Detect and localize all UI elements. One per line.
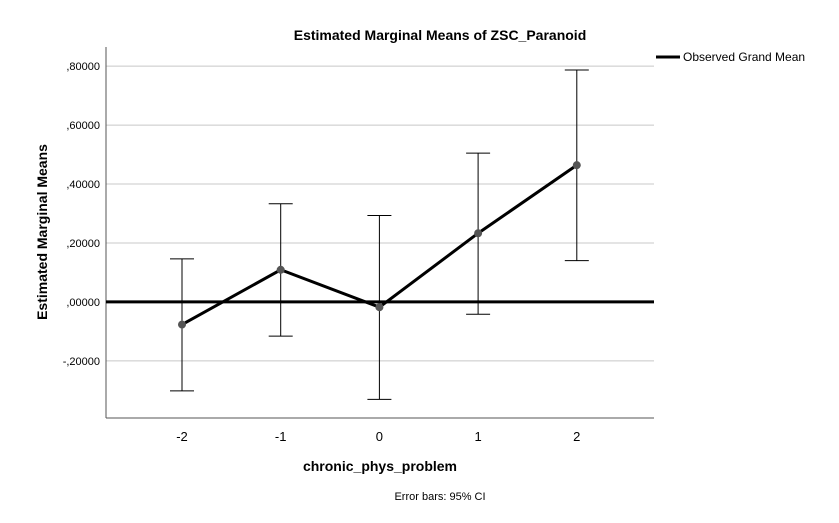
series-line-group [178, 161, 581, 329]
footnote: Error bars: 95% CI [394, 491, 485, 503]
data-point [375, 303, 384, 312]
error-bars [170, 69, 589, 400]
gridlines [106, 65, 654, 362]
data-point [572, 161, 581, 170]
y-tick-label: -,20000 [63, 356, 100, 368]
x-tick-label: -1 [275, 429, 287, 444]
y-tick-label: ,00000 [66, 297, 100, 309]
y-tick-label: ,40000 [66, 179, 100, 191]
x-tick-label: 1 [474, 429, 481, 444]
legend-label: Observed Grand Mean [683, 50, 805, 64]
x-tick-labels: -2 -1 0 1 2 [176, 429, 580, 444]
data-point [474, 229, 483, 238]
y-tick-label: ,20000 [66, 238, 100, 250]
chart-title: Estimated Marginal Means of ZSC_Paranoid [294, 27, 587, 43]
x-axis-label: chronic_phys_problem [303, 458, 457, 474]
data-point [276, 265, 285, 274]
y-tick-labels: ,80000 ,60000 ,40000 ,20000 ,00000 -,20000 [63, 61, 100, 368]
y-tick-label: ,60000 [66, 120, 100, 132]
data-point [178, 320, 186, 329]
legend: Observed Grand Mean [656, 50, 805, 64]
x-tick-label: 0 [376, 429, 383, 444]
y-tick-label: ,80000 [66, 61, 100, 73]
x-tick-label: -2 [176, 429, 188, 444]
x-tick-label: 2 [573, 429, 580, 444]
y-axis-label: Estimated Marginal Means [34, 144, 50, 320]
